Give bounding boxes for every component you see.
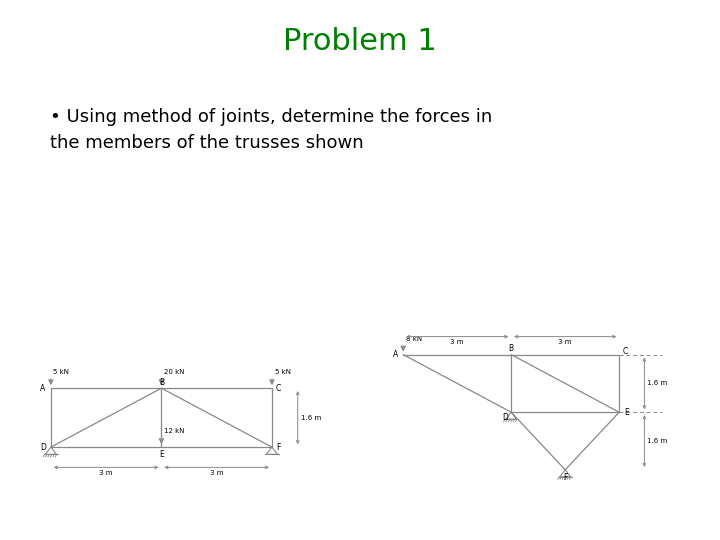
Text: 3 m: 3 m — [210, 470, 223, 476]
Text: 8 kN: 8 kN — [406, 336, 422, 342]
Text: B: B — [508, 343, 514, 353]
Text: B: B — [159, 378, 164, 387]
Text: C: C — [623, 347, 629, 355]
Text: 1.6 m: 1.6 m — [647, 438, 667, 444]
Text: E: E — [624, 408, 629, 417]
Text: 20 kN: 20 kN — [164, 369, 184, 375]
Text: Problem 1: Problem 1 — [283, 27, 437, 56]
Text: A: A — [392, 350, 398, 359]
Text: D: D — [502, 413, 508, 422]
Text: 1.6 m: 1.6 m — [647, 380, 667, 387]
Text: 3 m: 3 m — [559, 339, 572, 345]
Text: 3 m: 3 m — [451, 339, 464, 345]
Text: D: D — [40, 443, 46, 451]
Text: C: C — [276, 384, 282, 393]
Text: F: F — [276, 443, 281, 451]
Text: 12 kN: 12 kN — [164, 428, 184, 434]
Text: 1.6 m: 1.6 m — [301, 415, 321, 421]
Text: 5 kN: 5 kN — [274, 369, 290, 375]
Text: E: E — [159, 450, 163, 459]
Text: • Using method of joints, determine the forces in
the members of the trusses sho: • Using method of joints, determine the … — [50, 108, 492, 152]
Text: 5 kN: 5 kN — [53, 369, 70, 375]
Text: F: F — [563, 472, 567, 482]
Text: 3 m: 3 m — [99, 470, 113, 476]
Text: A: A — [40, 384, 45, 393]
